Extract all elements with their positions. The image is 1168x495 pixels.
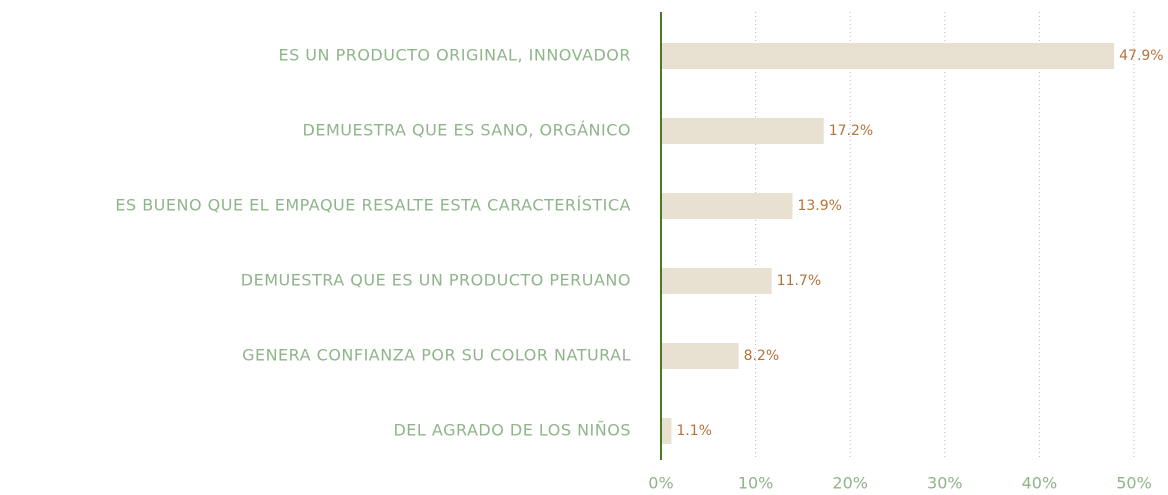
category-label: DEMUESTRA QUE ES SANO, ORGÁNICO: [303, 121, 631, 140]
x-tick-label: 10%: [738, 474, 774, 493]
x-tick-label: 50%: [1116, 474, 1152, 493]
category-label: ES UN PRODUCTO ORIGINAL, INNOVADOR: [278, 46, 631, 65]
bar: [661, 343, 739, 369]
value-label: 13.9%: [797, 198, 841, 214]
bar: [661, 118, 824, 144]
bar: [661, 418, 672, 444]
x-tick-label: 30%: [927, 474, 963, 493]
value-label: 17.2%: [829, 123, 873, 139]
bar: [661, 268, 772, 294]
value-label: 11.7%: [777, 273, 821, 289]
category-label: GENERA CONFIANZA POR SU COLOR NATURAL: [242, 346, 631, 365]
x-tick-label: 20%: [832, 474, 868, 493]
value-label: 8.2%: [744, 348, 780, 364]
category-label: ES BUENO QUE EL EMPAQUE RESALTE ESTA CAR…: [115, 196, 631, 215]
bar: [661, 43, 1115, 69]
category-label: DEL AGRADO DE LOS NIÑOS: [393, 421, 631, 440]
x-tick-label: 40%: [1022, 474, 1058, 493]
category-label: DEMUESTRA QUE ES UN PRODUCTO PERUANO: [241, 271, 631, 290]
bar: [661, 193, 793, 219]
value-label: 47.9%: [1119, 48, 1163, 64]
x-tick-label: 0%: [648, 474, 673, 493]
value-label: 1.1%: [676, 423, 712, 439]
